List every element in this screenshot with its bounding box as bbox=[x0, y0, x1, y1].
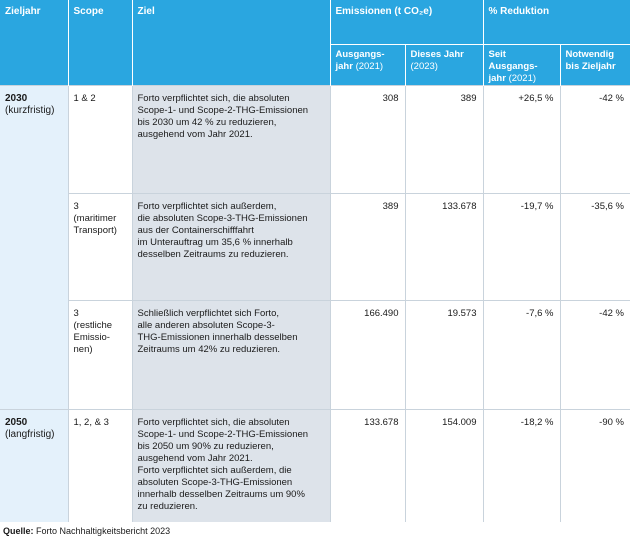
header-emissionen: Emissionen (t CO₂e) bbox=[329, 0, 483, 45]
header-notwendig: Notwendig bis Zieljahr bbox=[559, 44, 630, 86]
goal-line: Forto verpflichtet sich außerdem, bbox=[137, 201, 277, 212]
scope-line: 3 bbox=[73, 201, 79, 212]
header-seit-label2: Ausgangs- bbox=[488, 61, 538, 72]
scope-cell: 3 (maritimer Transport) bbox=[67, 193, 132, 301]
zieljahr-sub: (kurzfristig) bbox=[5, 105, 55, 116]
since-value: -19,7 % bbox=[482, 193, 560, 301]
header-dieses-jahr: Dieses Jahr (2023) bbox=[404, 44, 483, 86]
goal-line: zu reduzieren. bbox=[137, 501, 198, 512]
goal-line: Scope-1- und Scope-2-THG-Emissionen bbox=[137, 105, 309, 116]
header-ausgangsjahr: Ausgangs- jahr (2021) bbox=[329, 44, 405, 86]
scope-cell: 3 (restliche Emissio- nen) bbox=[67, 300, 132, 410]
current-value: 389 bbox=[404, 85, 483, 194]
needed-value: -90 % bbox=[559, 409, 630, 522]
header-zieljahr: Zieljahr bbox=[0, 0, 68, 86]
goal-cell: Forto verpflichtet sich, die absoluten S… bbox=[131, 85, 330, 194]
header-seit-label3: jahr bbox=[488, 73, 506, 84]
base-value: 166.490 bbox=[329, 300, 405, 410]
goal-line: alle anderen absoluten Scope-3- bbox=[137, 320, 275, 331]
zieljahr-year: 2030 bbox=[5, 93, 28, 104]
table-row: 3 (maritimer Transport) Forto verpflicht… bbox=[0, 193, 630, 301]
goal-line: absoluten Scope-3-THG-Emissionen bbox=[137, 477, 293, 488]
table-row: 3 (restliche Emissio- nen) Schließlich v… bbox=[0, 300, 630, 410]
current-value: 154.009 bbox=[404, 409, 483, 522]
scope-cell: 1 & 2 bbox=[67, 85, 132, 194]
scope-line: 1 & 2 bbox=[73, 93, 96, 104]
goal-line: desselben Zeitraums zu reduzieren. bbox=[137, 249, 289, 260]
goal-line: bis 2050 um 90% zu reduzieren, bbox=[137, 441, 274, 452]
goal-line: im Unterauftrag um 35,6 % innerhalb bbox=[137, 237, 293, 248]
goal-line: ausgehend vom Jahr 2021. bbox=[137, 129, 253, 140]
goal-cell: Forto verpflichtet sich, die absoluten S… bbox=[131, 409, 330, 522]
goal-line: Schließlich verpflichtet sich Forto, bbox=[137, 308, 280, 319]
since-value: +26,5 % bbox=[482, 85, 560, 194]
goal-line: Forto verpflichtet sich, die absoluten bbox=[137, 93, 290, 104]
scope-line: Transport) bbox=[73, 225, 117, 236]
needed-value: -42 % bbox=[559, 85, 630, 194]
header-seit: Seit Ausgangs- jahr (2021) bbox=[482, 44, 560, 86]
header-ausgangsjahr-label2: jahr bbox=[335, 61, 353, 72]
base-value: 389 bbox=[329, 193, 405, 301]
goal-line: aus der Containerschifffahrt bbox=[137, 225, 254, 236]
goal-line: Forto verpflichtet sich, die absoluten bbox=[137, 417, 290, 428]
source-label: Quelle: bbox=[3, 526, 34, 536]
scope-line: (maritimer bbox=[73, 213, 117, 224]
scope-line: 3 bbox=[73, 308, 79, 319]
goal-line: innerhalb desselben Zeitraums um 90% bbox=[137, 489, 305, 500]
needed-value: -42 % bbox=[559, 300, 630, 410]
current-value: 19.573 bbox=[404, 300, 483, 410]
zieljahr-sub: (langfristig) bbox=[5, 429, 55, 440]
scope-line: 1, 2, & 3 bbox=[73, 417, 109, 428]
header-reduktion: % Reduktion bbox=[482, 0, 630, 45]
current-value: 133.678 bbox=[404, 193, 483, 301]
table-row: 2050 (langfristig) 1, 2, & 3 Forto verpf… bbox=[0, 409, 630, 522]
scope-line: (restliche bbox=[73, 320, 113, 331]
goal-line: Zeitraums um 42% zu reduzieren. bbox=[137, 344, 281, 355]
scope-line: nen) bbox=[73, 344, 93, 355]
table-row: 2030 (kurzfristig) 1 & 2 Forto verpflich… bbox=[0, 85, 630, 410]
emissions-table: Zieljahr Scope Ziel Emissionen (t CO₂e) … bbox=[0, 0, 630, 522]
header-seit-label: Seit bbox=[488, 49, 506, 60]
header-notwendig-label: Notwendig bbox=[565, 49, 615, 60]
since-value: -7,6 % bbox=[482, 300, 560, 410]
header-ziel: Ziel bbox=[131, 0, 330, 86]
goal-line: die absoluten Scope-3-THG-Emissionen bbox=[137, 213, 308, 224]
base-value: 133.678 bbox=[329, 409, 405, 522]
header-ausgangsjahr-label: Ausgangs- bbox=[335, 49, 385, 60]
goal-cell: Forto verpflichtet sich außerdem, die ab… bbox=[131, 193, 330, 301]
goal-line: Forto verpflichtet sich außerdem, die bbox=[137, 465, 292, 476]
base-value: 308 bbox=[329, 85, 405, 194]
since-value: -18,2 % bbox=[482, 409, 560, 522]
header-ausgangsjahr-year: (2021) bbox=[355, 61, 384, 72]
goal-line: THG-Emissionen innerhalb desselben bbox=[137, 332, 298, 343]
scope-cell: 1, 2, & 3 bbox=[67, 409, 132, 522]
needed-value: -35,6 % bbox=[559, 193, 630, 301]
header-dieses-jahr-label: Dieses Jahr bbox=[410, 49, 464, 60]
goal-line: ausgehend vom Jahr 2021. bbox=[137, 453, 253, 464]
header-seit-year: (2021) bbox=[508, 73, 537, 84]
source-note: Quelle: Forto Nachhaltigkeitsbericht 202… bbox=[3, 526, 170, 536]
goal-cell: Schließlich verpflichtet sich Forto, all… bbox=[131, 300, 330, 410]
scope-line: Emissio- bbox=[73, 332, 110, 343]
source-text: Forto Nachhaltigkeitsbericht 2023 bbox=[36, 526, 171, 536]
goal-line: bis 2030 um 42 % zu reduzieren, bbox=[137, 117, 277, 128]
header-notwendig-label2: bis Zieljahr bbox=[565, 61, 616, 72]
zieljahr-cell-2030: 2030 (kurzfristig) bbox=[0, 85, 68, 410]
header-scope: Scope bbox=[67, 0, 132, 86]
header-dieses-jahr-year: (2023) bbox=[410, 61, 438, 72]
zieljahr-year: 2050 bbox=[5, 417, 28, 428]
zieljahr-cell-2050: 2050 (langfristig) bbox=[0, 409, 68, 522]
goal-line: Scope-1- und Scope-2-THG-Emissionen bbox=[137, 429, 309, 440]
